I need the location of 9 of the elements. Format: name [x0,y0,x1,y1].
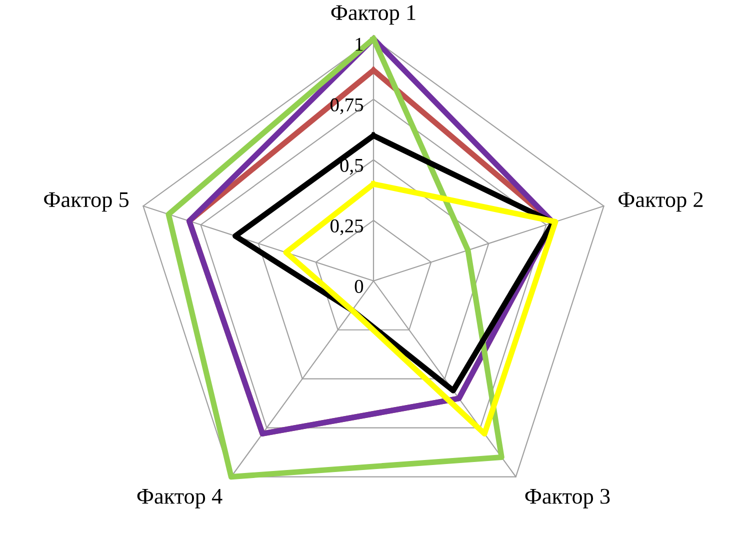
y-tick-label: 0,75 [330,98,364,114]
y-tick-label: 1 [356,38,363,51]
spoke-label: Фактор 1 [331,5,416,25]
spoke-label: Фактор 5 [44,192,129,212]
y-tick-label: 0,25 [330,219,364,236]
y-tick-label: 0 [354,280,364,294]
spoke-label: Фактор 4 [137,488,222,508]
spoke-label: Фактор 3 [525,488,610,508]
spoke-label: Фактор 2 [618,192,703,212]
